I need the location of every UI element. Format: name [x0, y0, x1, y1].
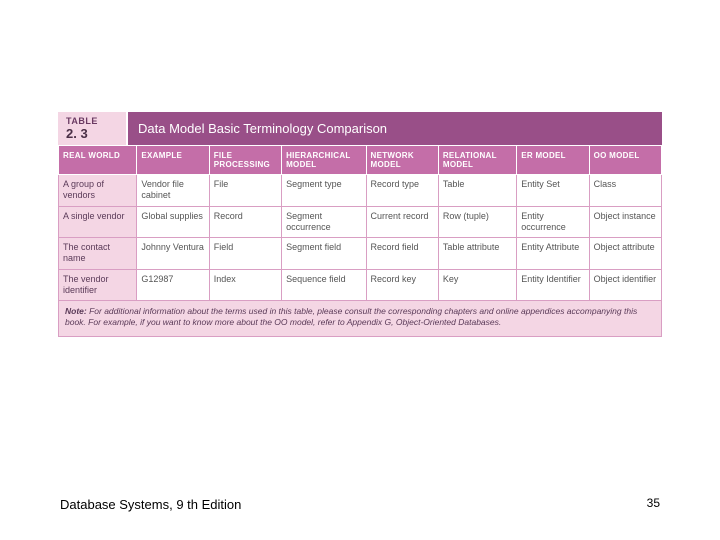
table-label: TABLE — [66, 116, 118, 126]
footer-text: Database Systems, 9 th Edition — [60, 497, 241, 512]
table-cell: File — [209, 175, 281, 207]
table-cell: The vendor identifier — [59, 269, 137, 301]
table-row: The contact nameJohnny VenturaFieldSegme… — [59, 238, 662, 270]
table-cell: G12987 — [137, 269, 209, 301]
table-cell: Object instance — [589, 206, 661, 238]
table-number: 2. 3 — [66, 126, 118, 141]
column-header: EXAMPLE — [137, 146, 209, 175]
table-cell: Global supplies — [137, 206, 209, 238]
table-cell: Segment type — [282, 175, 366, 207]
table-cell: Object attribute — [589, 238, 661, 270]
table-cell: Index — [209, 269, 281, 301]
table-cell: Entity Attribute — [517, 238, 589, 270]
column-header: RELATIONAL MODEL — [438, 146, 516, 175]
table-cell: Vendor file cabinet — [137, 175, 209, 207]
table-cell: A single vendor — [59, 206, 137, 238]
table-cell: A group of vendors — [59, 175, 137, 207]
column-header: ER MODEL — [517, 146, 589, 175]
table-number-cell: TABLE 2. 3 — [58, 112, 128, 145]
column-header: FILE PROCESSING — [209, 146, 281, 175]
page-number: 35 — [647, 496, 660, 510]
table-cell: Johnny Ventura — [137, 238, 209, 270]
column-header: OO MODEL — [589, 146, 661, 175]
terminology-table: TABLE 2. 3 Data Model Basic Terminology … — [58, 112, 662, 337]
table-note-row: Note: For additional information about t… — [59, 301, 662, 337]
column-header: REAL WORLD — [59, 146, 137, 175]
column-header: NETWORK MODEL — [366, 146, 438, 175]
table-cell: The contact name — [59, 238, 137, 270]
table-cell: Sequence field — [282, 269, 366, 301]
table-cell: Current record — [366, 206, 438, 238]
table-cell: Entity occurrence — [517, 206, 589, 238]
table-cell: Segment field — [282, 238, 366, 270]
table-cell: Record — [209, 206, 281, 238]
table-note: Note: For additional information about t… — [59, 301, 662, 337]
table-row: A single vendorGlobal suppliesRecordSegm… — [59, 206, 662, 238]
table-cell: Object identifier — [589, 269, 661, 301]
table-cell: Record type — [366, 175, 438, 207]
table-cell: Segment occurrence — [282, 206, 366, 238]
column-header-row: REAL WORLDEXAMPLEFILE PROCESSINGHIERARCH… — [59, 146, 662, 175]
table-row: A group of vendorsVendor file cabinetFil… — [59, 175, 662, 207]
table-cell: Table attribute — [438, 238, 516, 270]
table-cell: Key — [438, 269, 516, 301]
table-cell: Record field — [366, 238, 438, 270]
table-cell: Entity Identifier — [517, 269, 589, 301]
comparison-grid: REAL WORLDEXAMPLEFILE PROCESSINGHIERARCH… — [58, 145, 662, 337]
table-row: The vendor identifierG12987IndexSequence… — [59, 269, 662, 301]
table-cell: Table — [438, 175, 516, 207]
table-title-row: TABLE 2. 3 Data Model Basic Terminology … — [58, 112, 662, 145]
table-cell: Record key — [366, 269, 438, 301]
table-cell: Class — [589, 175, 661, 207]
table-cell: Row (tuple) — [438, 206, 516, 238]
table-cell: Field — [209, 238, 281, 270]
table-cell: Entity Set — [517, 175, 589, 207]
column-header: HIERARCHICAL MODEL — [282, 146, 366, 175]
table-title: Data Model Basic Terminology Comparison — [128, 112, 662, 145]
